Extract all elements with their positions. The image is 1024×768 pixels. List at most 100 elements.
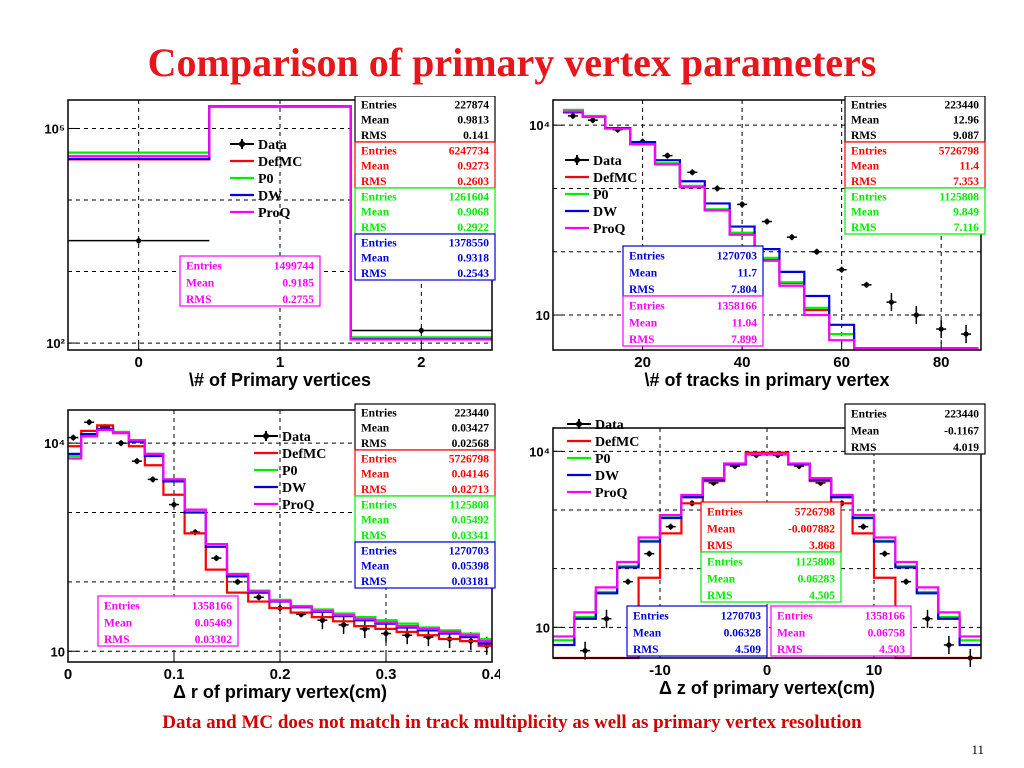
stat-box-defmc: Entries 5726798 Mean 0.04146 RMS 0.02713 xyxy=(354,449,496,497)
stat-label: Mean xyxy=(361,207,390,219)
stat-label: Entries xyxy=(777,611,813,623)
data-point-marker xyxy=(136,238,142,244)
legend: Data DefMC P0 DW ProQ xyxy=(254,430,326,513)
data-point xyxy=(836,266,847,273)
legend-label-proq: ProQ xyxy=(258,206,291,221)
stat-value: 12.96 xyxy=(953,115,979,127)
data-point-marker xyxy=(938,326,944,332)
data-point xyxy=(381,624,391,643)
stat-value: 227874 xyxy=(455,99,490,111)
stat-label: Mean xyxy=(104,617,133,629)
stat-box-proq: Entries 1358166 Mean 11.04 RMS 7.899 xyxy=(622,295,764,347)
data-point-marker xyxy=(903,579,909,585)
y-tick-label: 10² xyxy=(46,336,65,351)
x-tick-label: 10 xyxy=(866,662,883,679)
stat-label: Entries xyxy=(851,99,887,111)
stat-value: 0.141 xyxy=(463,130,489,142)
data-point xyxy=(886,293,897,312)
stat-label: Entries xyxy=(361,191,397,203)
stat-label: Entries xyxy=(707,557,743,569)
data-point-marker xyxy=(256,594,262,600)
stat-label: RMS xyxy=(777,644,803,656)
x-tick-label: 80 xyxy=(933,354,950,371)
data-point-marker xyxy=(235,579,241,585)
series-line-defmc xyxy=(553,451,981,660)
stat-value: 0.2603 xyxy=(457,176,489,188)
stat-box-dw: Entries 1270703 Mean 0.05398 RMS 0.03181 xyxy=(354,541,496,589)
data-point-marker xyxy=(603,616,610,622)
stat-value: 0.2755 xyxy=(282,294,314,306)
stat-box-proq: Entries 1358166 Mean 0.05469 RMS 0.03302 xyxy=(97,595,239,647)
x-tick-label: 0.1 xyxy=(164,666,185,683)
stat-box-frame xyxy=(179,255,321,307)
stat-box-frame xyxy=(844,187,986,235)
stat-label: Entries xyxy=(629,301,665,313)
series-line-proq xyxy=(553,452,981,638)
data-point-marker xyxy=(860,524,866,530)
stat-value: 0.9318 xyxy=(457,253,489,265)
stat-box-frame xyxy=(354,403,496,451)
stat-label: Mean xyxy=(633,627,662,639)
data-point xyxy=(858,523,869,530)
stat-value: 3.868 xyxy=(809,540,835,552)
legend: Data DefMC P0 DW ProQ xyxy=(230,138,302,221)
stat-value: 4.505 xyxy=(809,590,835,602)
x-tick-label: 0 xyxy=(763,662,771,679)
stat-label: Mean xyxy=(851,161,880,173)
data-point xyxy=(687,169,698,176)
x-tick-label: 2 xyxy=(417,354,425,371)
data-point-marker xyxy=(668,524,674,530)
data-point-marker xyxy=(946,642,952,648)
y-tick-label: 10 xyxy=(536,308,550,323)
x-tick-label: 0.4 xyxy=(482,666,500,683)
legend-label-proq: ProQ xyxy=(282,498,315,513)
x-axis-label: Δ z of primary vertex(cm) xyxy=(659,678,875,698)
stat-box-defmc: Entries 5726798 Mean -0.007882 RMS 3.868 xyxy=(700,501,842,553)
stat-value: 0.2922 xyxy=(457,222,489,234)
data-point xyxy=(901,578,912,585)
stat-box-frame xyxy=(354,449,496,497)
stat-label: Entries xyxy=(361,499,397,511)
chart-delta-z-svg: -10 0 10 10 10⁴ Δ z of primary vertex(cm) Data… xyxy=(529,403,986,698)
stat-value: 1261604 xyxy=(449,191,490,203)
stat-box-frame xyxy=(700,551,842,603)
stat-label: Entries xyxy=(361,407,397,419)
data-point xyxy=(116,440,126,447)
stat-value: 5726798 xyxy=(939,145,980,157)
data-point-marker xyxy=(341,622,347,628)
stat-value: 1270703 xyxy=(717,251,758,263)
legend-label-defmc: DefMC xyxy=(595,435,639,450)
data-point xyxy=(961,325,972,344)
y-tick-label: 10⁴ xyxy=(529,444,550,459)
legend: Data DefMC P0 DW ProQ xyxy=(565,154,637,237)
data-point-marker xyxy=(404,632,410,638)
data-point-marker xyxy=(383,630,389,637)
data-point xyxy=(68,237,210,244)
x-tick-label: 1 xyxy=(276,354,284,371)
stat-label: RMS xyxy=(851,222,877,234)
stat-value: 0.06758 xyxy=(868,627,906,639)
data-point xyxy=(580,641,591,660)
stat-value: 7.899 xyxy=(731,334,757,346)
chart-delta-r-svg: 0 0.1 0.2 0.3 0.4 10 10⁴ Δ r of primary vertex(… xyxy=(44,403,503,702)
stat-box-frame xyxy=(354,95,496,143)
stat-label: Mean xyxy=(361,161,390,173)
stat-value: 1378550 xyxy=(449,237,490,249)
stat-label: Mean xyxy=(707,573,736,585)
x-axis-label: \# of tracks in primary vertex xyxy=(644,370,889,390)
stat-value: 5726798 xyxy=(449,453,490,465)
data-point-marker xyxy=(582,648,588,654)
data-point-marker xyxy=(689,169,695,175)
stat-value: 0.2543 xyxy=(457,268,489,280)
stat-label: Entries xyxy=(361,99,397,111)
data-point xyxy=(922,609,933,628)
data-point xyxy=(811,248,822,255)
data-point-marker xyxy=(590,117,596,123)
stat-label: Entries xyxy=(851,409,887,421)
stat-label: RMS xyxy=(361,176,387,188)
data-point-marker xyxy=(625,579,631,585)
data-point-marker xyxy=(924,616,931,622)
data-point-marker xyxy=(418,327,424,334)
stat-value: 0.03302 xyxy=(195,634,233,646)
stat-value: 7.804 xyxy=(731,284,757,296)
